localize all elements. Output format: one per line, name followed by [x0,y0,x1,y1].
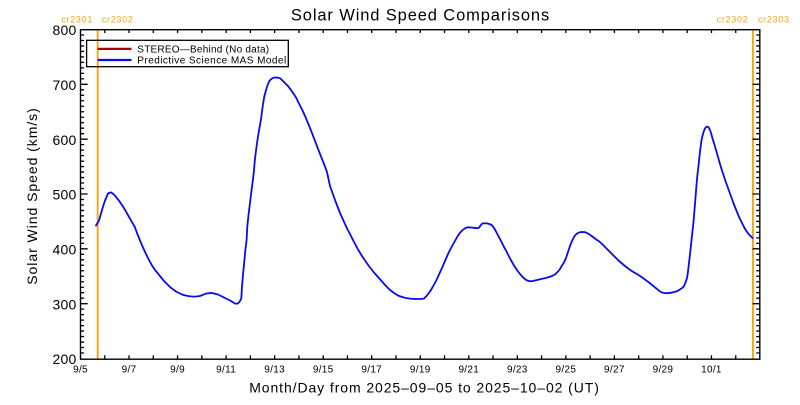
svg-text:9/17: 9/17 [361,364,382,375]
svg-text:Month/Day from 2025–09–05 to 2: Month/Day from 2025–09–05 to 2025–10–02 … [249,379,600,395]
svg-text:9/23: 9/23 [507,364,528,375]
svg-text:200: 200 [53,351,77,367]
svg-text:9/7: 9/7 [122,364,137,375]
svg-text:cr2303: cr2303 [758,15,790,25]
svg-text:800: 800 [53,22,77,38]
svg-text:9/25: 9/25 [556,364,577,375]
svg-text:9/9: 9/9 [170,364,185,375]
svg-text:9/29: 9/29 [653,364,674,375]
svg-text:600: 600 [53,132,77,148]
svg-text:9/13: 9/13 [264,364,285,375]
svg-text:9/15: 9/15 [313,364,334,375]
svg-text:9/5: 9/5 [73,364,88,375]
svg-text:400: 400 [53,241,77,257]
svg-text:9/21: 9/21 [458,364,479,375]
svg-text:9/19: 9/19 [410,364,431,375]
svg-text:700: 700 [53,77,77,93]
svg-text:9/11: 9/11 [216,364,236,375]
svg-text:10/1: 10/1 [701,364,722,375]
svg-text:cr2302: cr2302 [717,15,749,25]
svg-text:cr2301: cr2301 [61,15,93,25]
svg-text:STEREO—Behind (No data): STEREO—Behind (No data) [137,45,269,56]
svg-text:cr2302: cr2302 [102,15,134,25]
svg-text:300: 300 [53,296,77,312]
svg-text:Solar Wind Speed (km/s): Solar Wind Speed (km/s) [24,107,40,284]
svg-text:500: 500 [53,187,77,203]
svg-text:Solar Wind Speed Comparisons: Solar Wind Speed Comparisons [291,6,550,24]
svg-text:Predictive Science MAS Model: Predictive Science MAS Model [137,56,286,67]
svg-text:9/27: 9/27 [604,364,625,375]
